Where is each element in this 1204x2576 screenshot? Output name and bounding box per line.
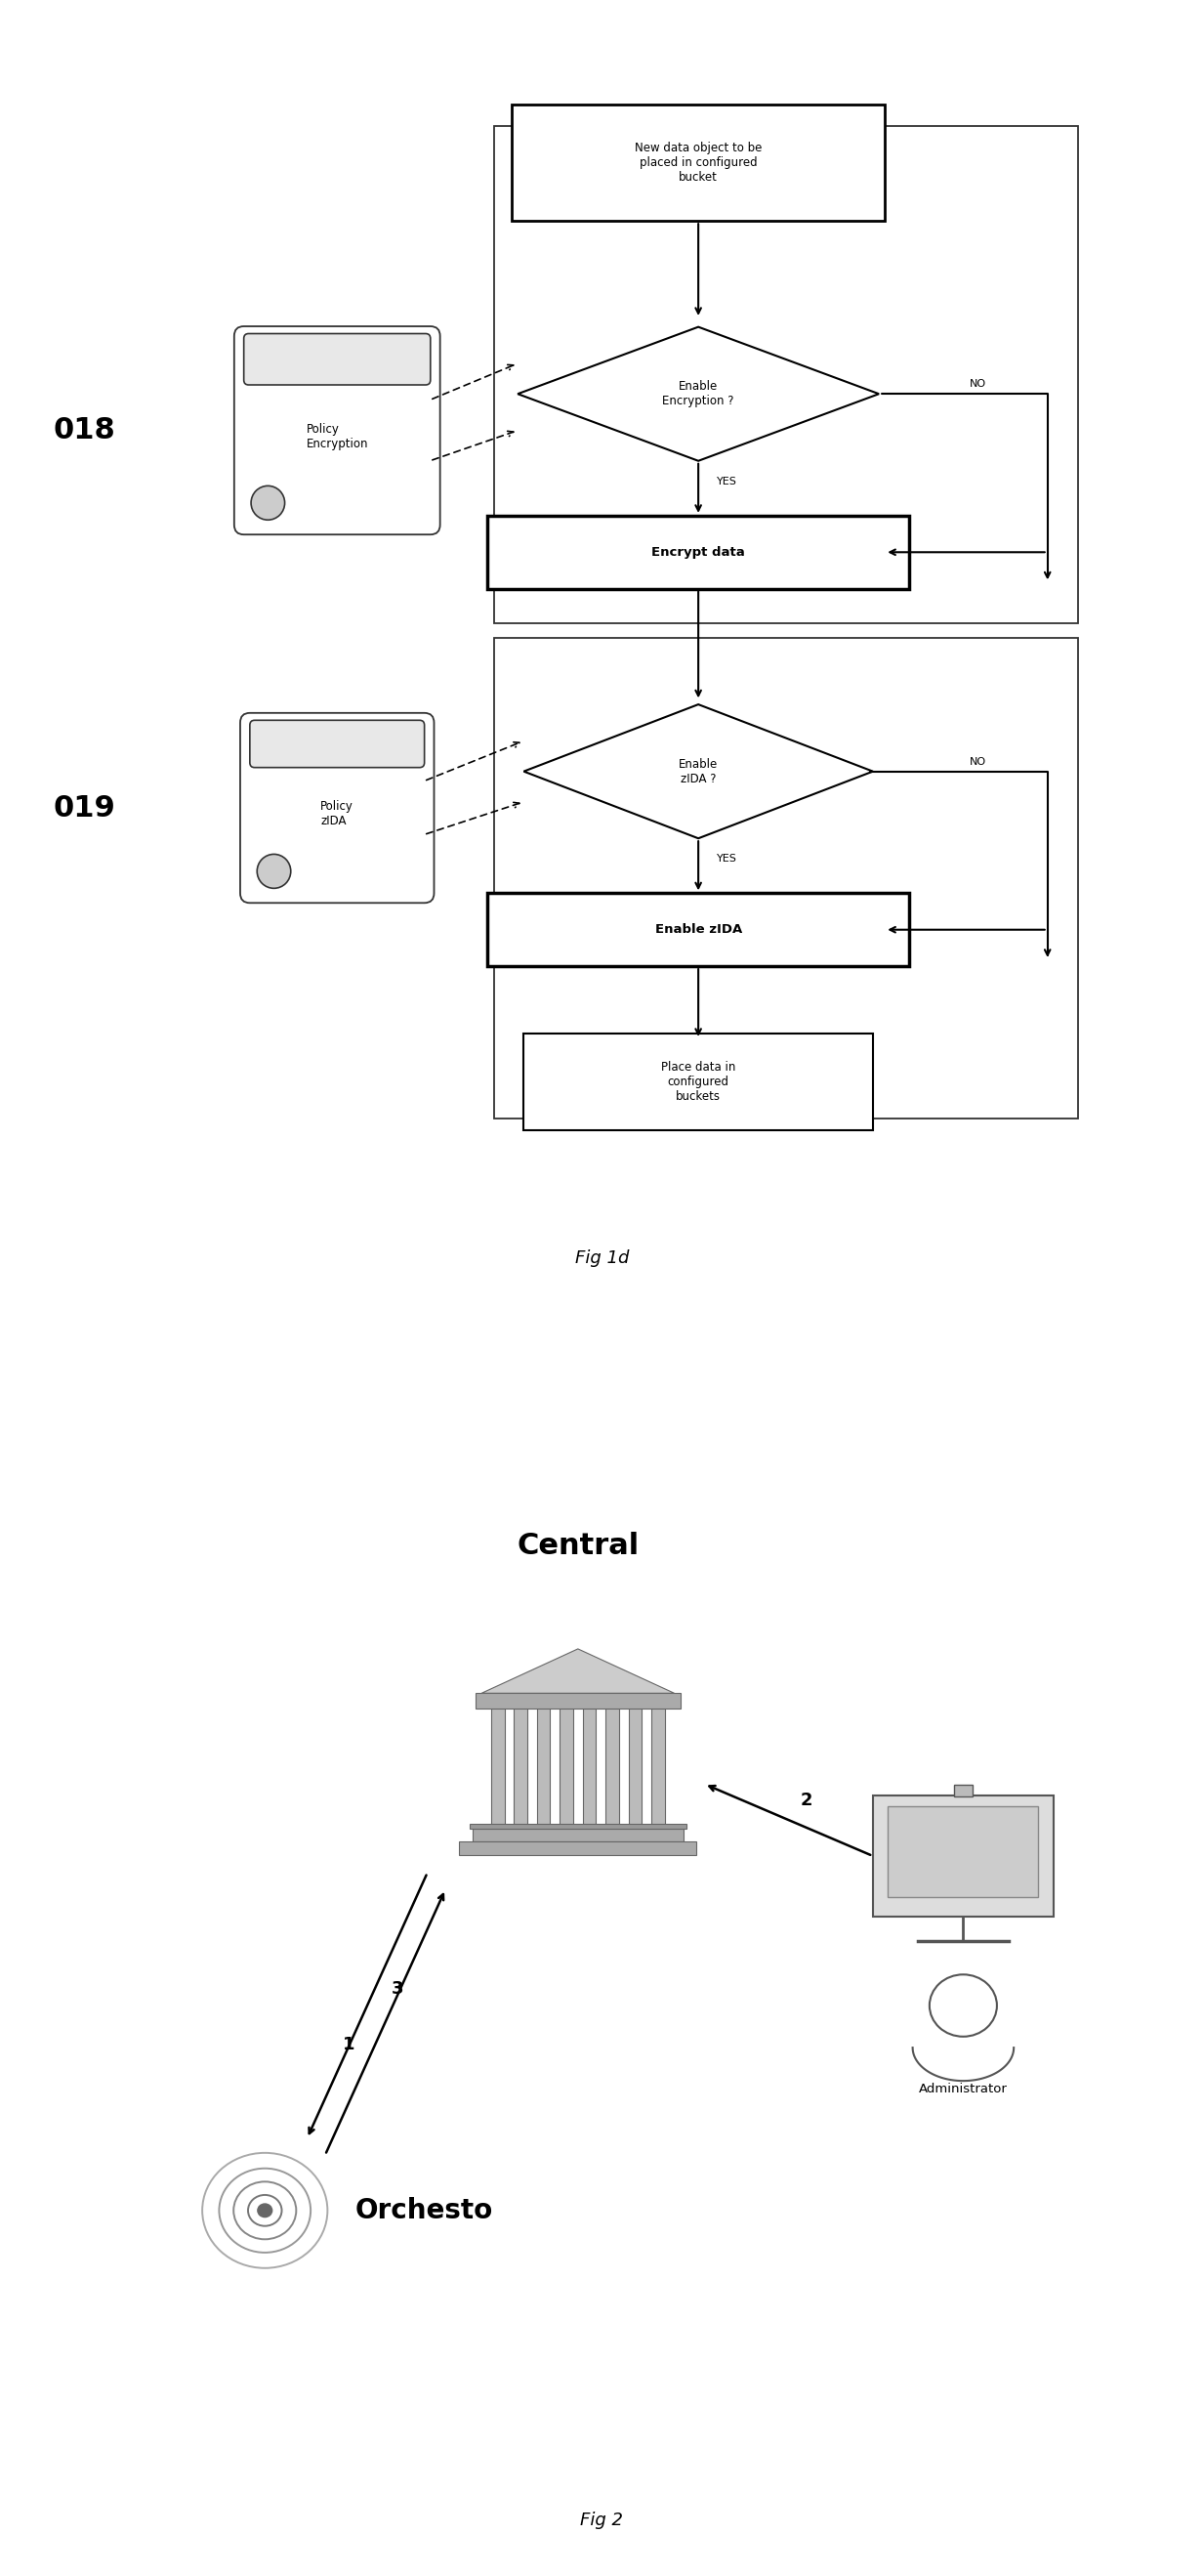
Text: 2: 2 — [801, 1793, 813, 1808]
Bar — [583, 1705, 596, 1829]
Bar — [560, 1705, 573, 1829]
Text: NO: NO — [969, 379, 986, 389]
Text: Orchesto: Orchesto — [355, 2197, 494, 2223]
Text: YES: YES — [716, 855, 737, 863]
Bar — [537, 1705, 550, 1829]
Circle shape — [258, 855, 291, 889]
Polygon shape — [518, 327, 879, 461]
Text: Enable zIDA: Enable zIDA — [655, 922, 742, 935]
Bar — [460, 1842, 696, 1855]
FancyBboxPatch shape — [488, 894, 909, 966]
FancyBboxPatch shape — [243, 335, 431, 384]
Bar — [651, 1705, 665, 1829]
Bar — [628, 1705, 642, 1829]
Text: 1: 1 — [343, 2035, 355, 2053]
Text: NO: NO — [969, 757, 986, 768]
Polygon shape — [524, 703, 873, 837]
Text: New data object to be
placed in configured
bucket: New data object to be placed in configur… — [635, 142, 762, 183]
Circle shape — [929, 1976, 997, 2038]
Bar — [606, 1705, 619, 1829]
Text: Place data in
configured
buckets: Place data in configured buckets — [661, 1061, 736, 1103]
FancyBboxPatch shape — [250, 721, 424, 768]
Bar — [873, 1795, 1054, 1917]
Text: Policy
Encryption: Policy Encryption — [306, 422, 368, 451]
Polygon shape — [482, 1649, 674, 1692]
Bar — [470, 1824, 686, 1829]
Text: 018: 018 — [53, 417, 116, 446]
Circle shape — [252, 487, 285, 520]
Text: 019: 019 — [53, 793, 116, 822]
Text: Fig 1d: Fig 1d — [576, 1249, 628, 1267]
Text: Enable
Encryption ?: Enable Encryption ? — [662, 381, 734, 407]
FancyBboxPatch shape — [512, 106, 885, 222]
FancyBboxPatch shape — [488, 515, 909, 590]
Bar — [491, 1705, 504, 1829]
Bar — [889, 1806, 1038, 1896]
Text: Encrypt data: Encrypt data — [651, 546, 745, 559]
Bar — [954, 1785, 973, 1795]
Text: Central: Central — [517, 1533, 639, 1561]
Bar — [514, 1705, 527, 1829]
Bar — [473, 1829, 684, 1842]
Text: Enable
zIDA ?: Enable zIDA ? — [679, 757, 718, 786]
FancyBboxPatch shape — [234, 327, 441, 536]
FancyBboxPatch shape — [524, 1033, 873, 1131]
Text: Policy
zIDA: Policy zIDA — [320, 801, 354, 827]
Text: Fig 2: Fig 2 — [580, 2512, 624, 2530]
Circle shape — [258, 2205, 272, 2218]
Text: YES: YES — [716, 477, 737, 487]
Bar — [476, 1692, 680, 1708]
FancyBboxPatch shape — [241, 714, 433, 904]
Text: Administrator: Administrator — [919, 2081, 1008, 2094]
Text: 3: 3 — [391, 1981, 403, 1999]
